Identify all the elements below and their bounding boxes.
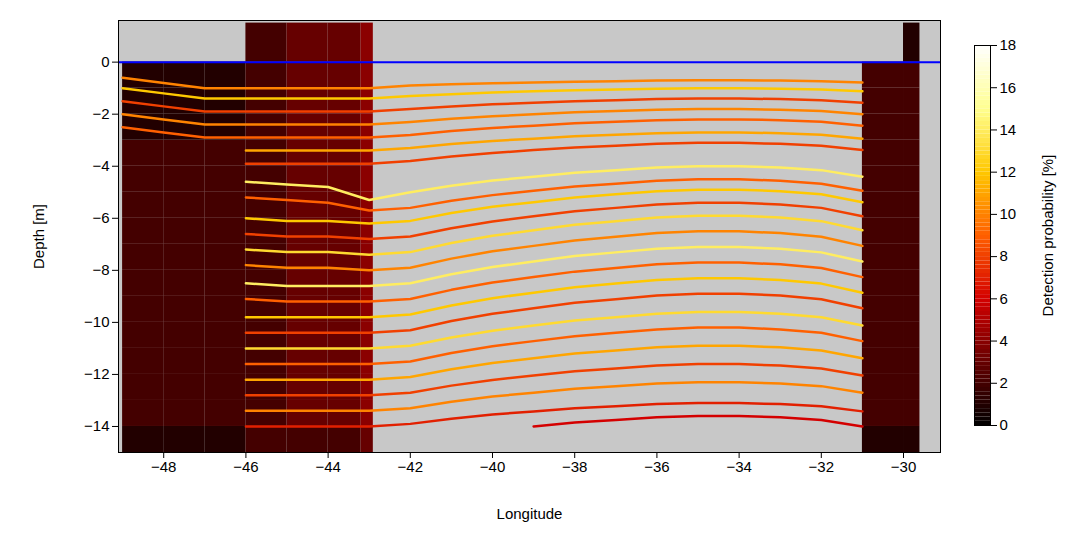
svg-text:18: 18 bbox=[1000, 36, 1017, 53]
svg-text:−8: −8 bbox=[92, 261, 109, 278]
svg-text:14: 14 bbox=[1000, 121, 1017, 138]
svg-text:−44: −44 bbox=[315, 458, 340, 475]
svg-text:−30: −30 bbox=[891, 458, 916, 475]
svg-text:0: 0 bbox=[1000, 416, 1008, 433]
svg-text:12: 12 bbox=[1000, 163, 1017, 180]
svg-text:4: 4 bbox=[1000, 332, 1008, 349]
svg-text:−6: −6 bbox=[92, 209, 109, 226]
svg-text:Longitude: Longitude bbox=[497, 505, 563, 522]
svg-text:16: 16 bbox=[1000, 79, 1017, 96]
svg-text:−32: −32 bbox=[809, 458, 834, 475]
svg-text:−38: −38 bbox=[562, 458, 587, 475]
svg-text:Detection probability [%]: Detection probability [%] bbox=[1039, 155, 1056, 317]
svg-text:−48: −48 bbox=[151, 458, 176, 475]
svg-text:8: 8 bbox=[1000, 247, 1008, 264]
svg-text:2: 2 bbox=[1000, 374, 1008, 391]
svg-text:−40: −40 bbox=[480, 458, 505, 475]
svg-text:−14: −14 bbox=[84, 417, 109, 434]
svg-text:−10: −10 bbox=[84, 313, 109, 330]
svg-text:−4: −4 bbox=[92, 157, 109, 174]
svg-text:10: 10 bbox=[1000, 205, 1017, 222]
svg-text:−36: −36 bbox=[644, 458, 669, 475]
svg-text:6: 6 bbox=[1000, 290, 1008, 307]
svg-text:−42: −42 bbox=[398, 458, 423, 475]
svg-text:−34: −34 bbox=[726, 458, 751, 475]
svg-text:−46: −46 bbox=[233, 458, 258, 475]
svg-text:0: 0 bbox=[101, 53, 109, 70]
svg-text:−2: −2 bbox=[92, 105, 109, 122]
svg-text:Depth [m]: Depth [m] bbox=[30, 204, 47, 269]
svg-text:−12: −12 bbox=[84, 365, 109, 382]
